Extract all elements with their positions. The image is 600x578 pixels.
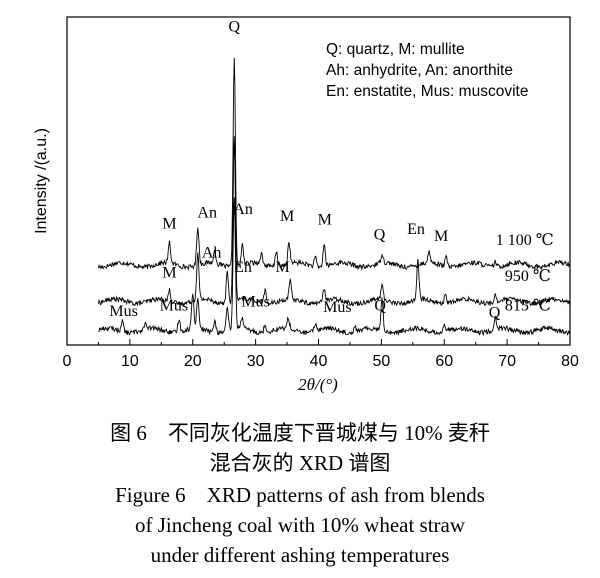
x-tick-label: 20 bbox=[184, 353, 202, 370]
caption-cn-line-1: 图 6 不同灰化温度下晋城煤与 10% 麦秆 bbox=[110, 421, 490, 445]
x-tick-label: 80 bbox=[561, 353, 579, 370]
peak-label: Q bbox=[489, 305, 501, 322]
series-label: 815 ℃ bbox=[505, 297, 551, 314]
peak-label: Mus bbox=[323, 299, 351, 316]
x-axis-ticks: 0 10 20 30 40 50 60 70 80 bbox=[63, 339, 579, 370]
peak-label: Q bbox=[374, 297, 386, 314]
x-tick-label: 10 bbox=[121, 353, 139, 370]
xrd-chart: 0 10 20 30 40 50 60 70 80 Q M An An M M Q En M M Ah En M Mus M… bbox=[33, 16, 579, 394]
peak-label: M bbox=[162, 265, 176, 282]
peak-label: An bbox=[233, 201, 253, 218]
caption-en-line-1: Figure 6 XRD patterns of ash from blends bbox=[115, 483, 485, 507]
legend-line-1: Q: quartz, M: mullite bbox=[326, 41, 465, 58]
peak-label: M bbox=[318, 212, 332, 229]
peak-label: Ah bbox=[202, 245, 222, 262]
trace-3 bbox=[98, 197, 571, 337]
x-tick-label: 60 bbox=[435, 353, 453, 370]
peak-label: M bbox=[280, 208, 294, 225]
x-tick-label: 50 bbox=[372, 353, 390, 370]
peak-label: En bbox=[234, 259, 252, 276]
x-tick-label: 0 bbox=[63, 353, 72, 370]
peak-label: Mus bbox=[160, 297, 188, 314]
x-tick-label: 70 bbox=[498, 353, 516, 370]
series-label: 1 100 ℃ bbox=[496, 232, 554, 249]
caption-cn-line-2: 混合灰的 XRD 谱图 bbox=[209, 451, 391, 475]
caption-en-line-2: of Jincheng coal with 10% wheat straw bbox=[134, 513, 466, 537]
peak-label: Q bbox=[228, 19, 240, 36]
legend-line-3: En: enstatite, Mus: muscovite bbox=[326, 83, 528, 100]
peak-label: An bbox=[197, 204, 217, 221]
peak-label: Mus bbox=[109, 303, 137, 320]
caption-en-line-3: under different ashing temperatures bbox=[150, 543, 450, 567]
x-tick-label: 30 bbox=[247, 353, 265, 370]
trace-1 bbox=[98, 57, 571, 272]
peak-label: M bbox=[162, 215, 176, 232]
peak-label: M bbox=[434, 228, 448, 245]
peak-label: Mus bbox=[241, 294, 269, 311]
series-labels: 1 100 ℃ 950 ℃ 815 ℃ bbox=[496, 232, 554, 315]
x-axis-label: 2θ/(°) bbox=[298, 375, 338, 394]
trace-2 bbox=[97, 136, 571, 307]
traces bbox=[97, 57, 571, 337]
peak-label: En bbox=[407, 221, 425, 238]
legend-line-2: Ah: anhydrite, An: anorthite bbox=[326, 62, 513, 79]
peak-labels: Q M An An M M Q En M M Ah En M Mus Mus Mus Mus Q Q bbox=[109, 19, 500, 322]
x-tick-label: 40 bbox=[310, 353, 328, 370]
y-axis-label: Intensity /(a.u.) bbox=[33, 128, 50, 234]
series-label: 950 ℃ bbox=[505, 268, 551, 285]
peak-label: Q bbox=[374, 226, 386, 243]
peak-label: M bbox=[276, 259, 290, 276]
